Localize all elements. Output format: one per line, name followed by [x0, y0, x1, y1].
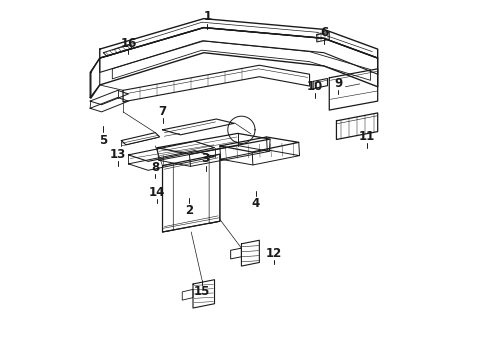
Text: 11: 11 — [359, 130, 375, 144]
Text: 8: 8 — [151, 161, 159, 174]
Text: 10: 10 — [307, 80, 323, 93]
Text: 7: 7 — [158, 105, 167, 118]
Text: 1: 1 — [203, 10, 211, 23]
Text: 9: 9 — [334, 77, 343, 90]
Text: 6: 6 — [320, 27, 328, 40]
Text: 16: 16 — [120, 37, 137, 50]
Text: 14: 14 — [149, 186, 165, 199]
Text: 2: 2 — [185, 204, 194, 217]
Text: 4: 4 — [252, 197, 260, 210]
Text: 13: 13 — [110, 148, 126, 161]
Text: 3: 3 — [201, 152, 210, 165]
Text: 15: 15 — [194, 285, 210, 298]
Text: 12: 12 — [266, 247, 282, 260]
Text: 5: 5 — [99, 134, 107, 147]
